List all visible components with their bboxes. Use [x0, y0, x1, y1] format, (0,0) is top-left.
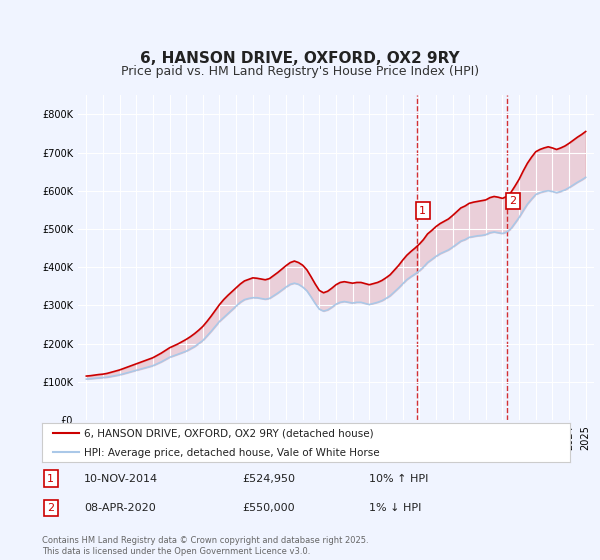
Text: 6, HANSON DRIVE, OXFORD, OX2 9RY: 6, HANSON DRIVE, OXFORD, OX2 9RY	[140, 52, 460, 66]
Text: HPI: Average price, detached house, Vale of White Horse: HPI: Average price, detached house, Vale…	[84, 449, 380, 459]
Text: £550,000: £550,000	[242, 503, 295, 513]
Text: 10% ↑ HPI: 10% ↑ HPI	[370, 474, 429, 484]
Text: £524,950: £524,950	[242, 474, 296, 484]
Text: Price paid vs. HM Land Registry's House Price Index (HPI): Price paid vs. HM Land Registry's House …	[121, 65, 479, 78]
Text: Contains HM Land Registry data © Crown copyright and database right 2025.
This d: Contains HM Land Registry data © Crown c…	[42, 536, 368, 556]
Text: 2: 2	[509, 196, 517, 206]
Text: 10-NOV-2014: 10-NOV-2014	[84, 474, 158, 484]
Text: 1% ↓ HPI: 1% ↓ HPI	[370, 503, 422, 513]
Text: 2: 2	[47, 503, 55, 513]
Text: 1: 1	[47, 474, 54, 484]
Text: 08-APR-2020: 08-APR-2020	[84, 503, 156, 513]
Text: 1: 1	[419, 206, 426, 216]
Text: 6, HANSON DRIVE, OXFORD, OX2 9RY (detached house): 6, HANSON DRIVE, OXFORD, OX2 9RY (detach…	[84, 429, 374, 439]
